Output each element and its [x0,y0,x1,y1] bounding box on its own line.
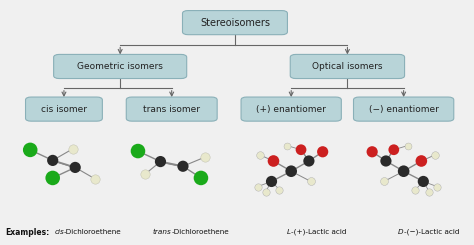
Point [256,153,264,157]
Point [268,180,275,184]
Point [390,148,398,152]
Text: Examples:: Examples: [5,228,50,237]
Point [319,150,327,154]
Text: (−) enantiomer: (−) enantiomer [369,105,438,114]
FancyBboxPatch shape [54,54,187,79]
Point [283,144,291,147]
Point [157,159,164,163]
Point [380,180,388,184]
Point [197,176,205,180]
Point [179,164,187,168]
FancyBboxPatch shape [182,11,287,35]
Text: -(+)-Lactic acid: -(+)-Lactic acid [291,229,346,235]
Point [254,185,262,189]
FancyBboxPatch shape [241,97,341,121]
Point [141,172,148,176]
Point [91,177,99,181]
Text: trans: trans [153,229,172,235]
Point [307,180,315,184]
Point [134,149,142,153]
Point [49,159,56,162]
Point [69,147,77,151]
Point [72,165,79,169]
Point [27,148,34,152]
Text: trans isomer: trans isomer [143,105,200,114]
Point [270,159,277,163]
Text: Optical isomers: Optical isomers [312,62,383,71]
Point [419,180,427,184]
Point [418,159,425,163]
FancyBboxPatch shape [354,97,454,121]
Text: cis: cis [54,229,64,235]
Point [305,159,313,163]
FancyBboxPatch shape [290,54,405,79]
Point [411,188,419,192]
Text: D: D [398,229,404,235]
Text: -Dichloroethene: -Dichloroethene [172,229,229,235]
Point [368,150,376,154]
Text: -(−)-Lactic acid: -(−)-Lactic acid [404,229,459,235]
Text: Geometric isomers: Geometric isomers [77,62,163,71]
Point [433,185,441,189]
Text: -Dichloroethene: -Dichloroethene [64,229,122,235]
Text: Stereoisomers: Stereoisomers [200,18,270,28]
Point [404,144,411,147]
Point [262,190,269,194]
Point [49,176,56,180]
Point [431,153,439,157]
Point [275,188,283,192]
FancyBboxPatch shape [26,97,102,121]
Text: (+) enantiomer: (+) enantiomer [256,105,326,114]
Point [287,169,295,173]
Point [297,148,305,152]
FancyBboxPatch shape [126,97,217,121]
Text: L: L [287,229,291,235]
Point [400,169,408,173]
Text: cis isomer: cis isomer [41,105,87,114]
Point [382,159,390,163]
Point [426,190,433,194]
Point [201,155,209,159]
